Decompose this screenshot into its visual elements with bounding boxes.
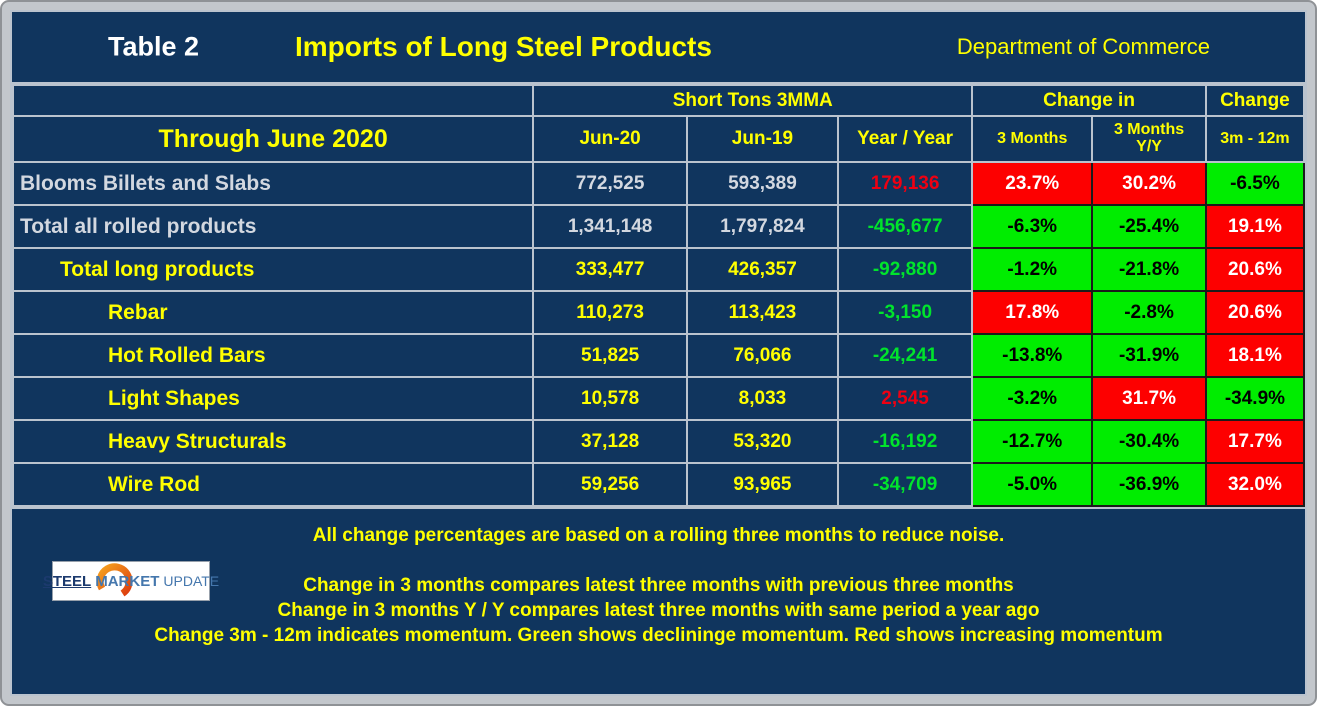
cell-change-3m: -13.8%	[971, 333, 1094, 378]
cell-jun20: 37,128	[532, 419, 688, 464]
cell-change-3m: -3.2%	[971, 376, 1094, 421]
cell-jun19: 113,423	[685, 290, 839, 335]
cell-change-3m: -5.0%	[971, 462, 1094, 507]
cell-year-over-year: 179,136	[836, 161, 974, 206]
cell-change-3m: -12.7%	[971, 419, 1094, 464]
cell-year-over-year: -24,241	[836, 333, 974, 378]
col-group-short-tons: Short Tons 3MMA	[532, 84, 974, 117]
page-title: Imports of Long Steel Products	[295, 31, 712, 62]
smu-logo-crescent-icon	[96, 563, 133, 597]
row-label: Rebar	[11, 290, 535, 335]
cell-year-over-year: -16,192	[836, 419, 974, 464]
col-group-change: Change	[1204, 84, 1306, 117]
row-label: Wire Rod	[11, 462, 535, 507]
cell-jun20: 1,341,148	[532, 204, 688, 249]
smu-logo-steel: STEEL	[42, 572, 92, 590]
footer-note-main: All change percentages are based on a ro…	[312, 525, 1005, 546]
cell-jun19: 93,965	[685, 462, 839, 507]
footer-note-3m: Change in 3 months compares latest three…	[303, 575, 1014, 596]
col-header-jun19: Jun-19	[685, 115, 839, 163]
table-row: Hot Rolled Bars 51,825 76,066 -24,241 -1…	[11, 333, 1306, 378]
cell-jun19: 8,033	[685, 376, 839, 421]
table-row: Blooms Billets and Slabs 772,525 593,389…	[11, 161, 1306, 206]
cell-change-3m-yy: -36.9%	[1091, 462, 1207, 507]
cell-change-3m: 23.7%	[971, 161, 1094, 206]
row-label: Light Shapes	[11, 376, 535, 421]
cell-jun19: 76,066	[685, 333, 839, 378]
table-row: Heavy Structurals 37,128 53,320 -16,192 …	[11, 419, 1306, 464]
cell-change-3m-12m: 32.0%	[1204, 462, 1306, 507]
report-panel: Table 2 Imports of Long Steel Products D…	[10, 10, 1307, 696]
cell-change-3m: -1.2%	[971, 247, 1094, 292]
cell-jun20: 333,477	[532, 247, 688, 292]
cell-change-3m-yy: -31.9%	[1091, 333, 1207, 378]
title-bar: Table 2 Imports of Long Steel Products D…	[12, 12, 1305, 84]
cell-change-3m-yy: -2.8%	[1091, 290, 1207, 335]
col-header-year-over-year: Year / Year	[836, 115, 974, 163]
smu-logo-market: MARKET	[95, 572, 160, 590]
period-header: Through June 2020	[11, 115, 535, 163]
table-number: Table 2	[108, 31, 200, 62]
col-header-3-months-yy-line1: 3 Months	[1113, 121, 1185, 139]
cell-jun19: 593,389	[685, 161, 839, 206]
cell-change-3m-yy: -30.4%	[1091, 419, 1207, 464]
col-group-change-in: Change in	[971, 84, 1207, 117]
cell-jun20: 59,256	[532, 462, 688, 507]
cell-change-3m-12m: 20.6%	[1204, 247, 1306, 292]
col-header-3m-12m: 3m - 12m	[1204, 115, 1306, 163]
table-row: Total long products 333,477 426,357 -92,…	[11, 247, 1306, 292]
cell-change-3m-12m: -6.5%	[1204, 161, 1306, 206]
col-header-3-months: 3 Months	[971, 115, 1094, 163]
imports-table: Short Tons 3MMA Change in Change Through…	[11, 84, 1306, 507]
row-label: Blooms Billets and Slabs	[11, 161, 535, 206]
cell-jun20: 110,273	[532, 290, 688, 335]
col-header-jun20: Jun-20	[532, 115, 688, 163]
cell-change-3m-yy: 30.2%	[1091, 161, 1207, 206]
cell-year-over-year: -3,150	[836, 290, 974, 335]
cell-year-over-year: -92,880	[836, 247, 974, 292]
table-row: Total all rolled products 1,341,148 1,79…	[11, 204, 1306, 249]
cell-jun19: 53,320	[685, 419, 839, 464]
table-row: Light Shapes 10,578 8,033 2,545 -3.2% 31…	[11, 376, 1306, 421]
cell-change-3m-yy: -25.4%	[1091, 204, 1207, 249]
row-label: Hot Rolled Bars	[11, 333, 535, 378]
footer-notes: All change percentages are based on a ro…	[12, 507, 1305, 694]
footer-note-momentum: Change 3m - 12m indicates momentum. Gree…	[154, 625, 1163, 646]
cell-year-over-year: -456,677	[836, 204, 974, 249]
footer-note-3m-yy: Change in 3 months Y / Y compares latest…	[277, 600, 1040, 621]
cell-change-3m-12m: 19.1%	[1204, 204, 1306, 249]
row-label: Total all rolled products	[11, 204, 535, 249]
cell-jun20: 51,825	[532, 333, 688, 378]
smu-logo: STEEL MARKET UPDATE	[43, 561, 219, 601]
cell-change-3m-12m: 18.1%	[1204, 333, 1306, 378]
cell-year-over-year: -34,709	[836, 462, 974, 507]
table-row: Rebar 110,273 113,423 -3,150 17.8% -2.8%…	[11, 290, 1306, 335]
empty-corner-cell	[11, 84, 535, 117]
cell-change-3m: -6.3%	[971, 204, 1094, 249]
row-label: Heavy Structurals	[11, 419, 535, 464]
cell-change-3m-12m: -34.9%	[1204, 376, 1306, 421]
table-row: Wire Rod 59,256 93,965 -34,709 -5.0% -36…	[11, 462, 1306, 507]
cell-year-over-year: 2,545	[836, 376, 974, 421]
cell-change-3m-12m: 20.6%	[1204, 290, 1306, 335]
cell-jun20: 10,578	[532, 376, 688, 421]
smu-logo-update: UPDATE	[163, 573, 220, 589]
cell-change-3m-12m: 17.7%	[1204, 419, 1306, 464]
cell-change-3m-yy: 31.7%	[1091, 376, 1207, 421]
column-header-row: Through June 2020 Jun-20 Jun-19 Year / Y…	[11, 115, 1306, 163]
cell-change-3m: 17.8%	[971, 290, 1094, 335]
group-header-row: Short Tons 3MMA Change in Change	[11, 84, 1306, 117]
col-header-3-months-yy: 3 Months Y/Y	[1091, 115, 1207, 163]
col-header-3-months-yy-line2: Y/Y	[1136, 138, 1162, 155]
cell-jun19: 426,357	[685, 247, 839, 292]
cell-jun19: 1,797,824	[685, 204, 839, 249]
source-label: Department of Commerce	[956, 34, 1210, 59]
row-label: Total long products	[11, 247, 535, 292]
cell-jun20: 772,525	[532, 161, 688, 206]
cell-change-3m-yy: -21.8%	[1091, 247, 1207, 292]
